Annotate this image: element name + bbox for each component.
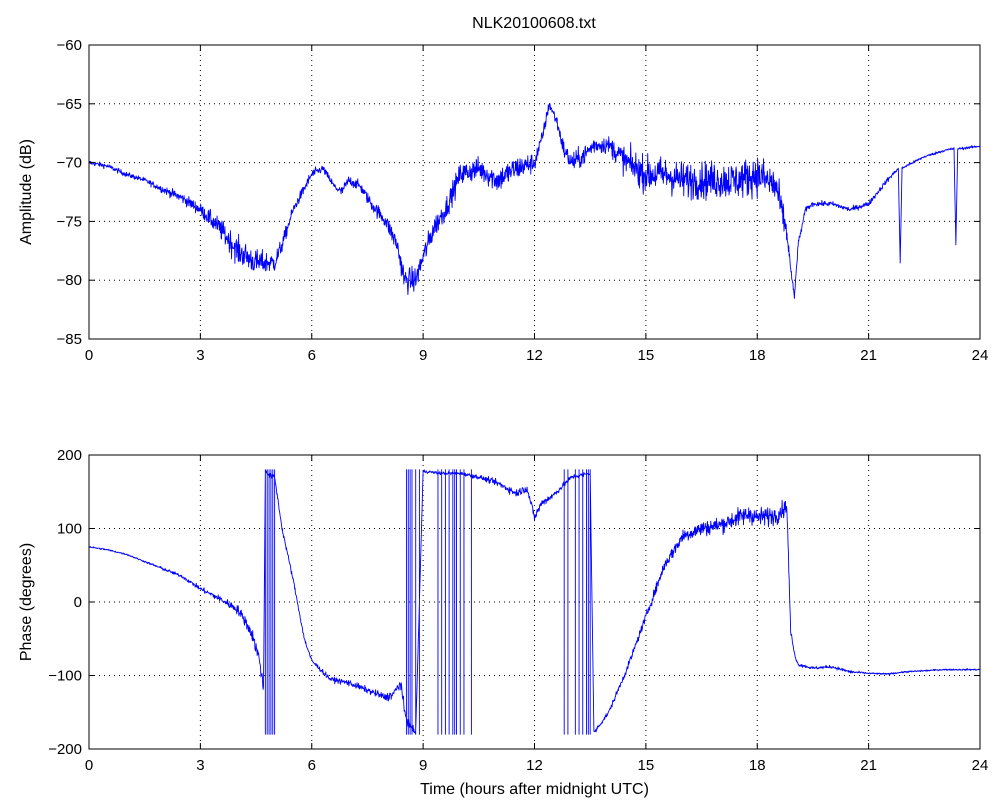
y-tick-label: −100 — [48, 668, 82, 685]
y-tick-label: −70 — [57, 155, 82, 172]
amplitude-axes-frame — [88, 44, 981, 340]
chart-title: NLK20100608.txt — [472, 15, 596, 32]
phase-plot: 0 3 6 9 12 15 18 21 24 −200 −100 0 100 200 Phase (deg… — [18, 447, 988, 798]
x-tick-label: 15 — [638, 347, 655, 364]
x-tick-label: 3 — [196, 757, 204, 774]
x-tick-label: 0 — [85, 347, 93, 364]
x-tick-label: 9 — [419, 757, 427, 774]
y-tick-label: 0 — [74, 594, 82, 611]
y-tick-label: −75 — [57, 213, 82, 230]
phase-ylabel: Phase (degrees) — [18, 543, 35, 661]
x-tick-label: 18 — [749, 757, 766, 774]
y-tick-label: −60 — [57, 37, 82, 54]
x-tick-label: 15 — [638, 757, 655, 774]
series-line — [88, 469, 981, 735]
y-tick-label: −85 — [57, 331, 82, 348]
amplitude-ylabel: Amplitude (dB) — [18, 139, 35, 245]
x-tick-label: 0 — [85, 757, 93, 774]
y-tick-label: −80 — [57, 272, 82, 289]
phase-xlabel: Time (hours after midnight UTC) — [420, 781, 649, 798]
x-tick-label: 12 — [526, 757, 543, 774]
amplitude-ticks: 0 3 6 9 12 15 18 21 24 −85 −80 −75 −70 −65 −60 — [57, 37, 989, 364]
phase-grid — [89, 455, 980, 749]
series-line — [88, 103, 981, 299]
amplitude-trace — [88, 103, 981, 299]
x-tick-label: 21 — [860, 347, 877, 364]
phase-ticks: 0 3 6 9 12 15 18 21 24 −200 −100 0 100 200 — [48, 447, 988, 774]
y-tick-label: 200 — [57, 447, 82, 464]
x-tick-label: 6 — [308, 347, 316, 364]
phase-trace — [88, 469, 981, 735]
x-tick-label: 12 — [526, 347, 543, 364]
x-tick-label: 24 — [972, 757, 989, 774]
y-tick-label: −200 — [48, 741, 82, 758]
x-tick-label: 9 — [419, 347, 427, 364]
x-tick-label: 24 — [972, 347, 989, 364]
amplitude-grid — [89, 45, 980, 339]
x-tick-label: 18 — [749, 347, 766, 364]
amplitude-plot: 0 3 6 9 12 15 18 21 24 −85 −80 −75 −70 −65 −60 Amplitu… — [18, 37, 988, 364]
y-tick-label: −65 — [57, 96, 82, 113]
x-tick-label: 21 — [860, 757, 877, 774]
x-tick-label: 6 — [308, 757, 316, 774]
y-tick-label: 100 — [57, 521, 82, 538]
x-tick-label: 3 — [196, 347, 204, 364]
